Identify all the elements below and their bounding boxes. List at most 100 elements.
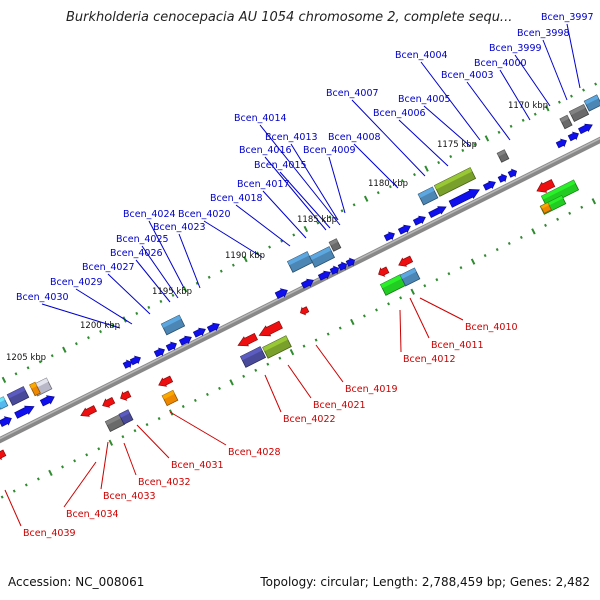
- label-leader-line: [423, 105, 471, 147]
- gene-label: Bcen_4003: [441, 70, 494, 81]
- label-leader-line: [279, 171, 331, 229]
- scale-tick: [219, 269, 223, 273]
- scale-tick: [449, 154, 453, 159]
- gene-label: Bcen_4013: [265, 132, 318, 143]
- scale-tick: [266, 362, 270, 366]
- scale-tick: [533, 112, 537, 116]
- reverse-gene-shape-shine: [240, 346, 263, 361]
- scale-tick: [544, 223, 547, 227]
- reverse-gene-shape: [158, 375, 174, 387]
- gene-label: Bcen_4005: [398, 94, 451, 105]
- scale-tick: [1, 376, 7, 384]
- gene-label: Bcen_4024: [123, 209, 176, 220]
- scale-tick: [195, 281, 199, 285]
- gene-label: Bcen_4023: [153, 222, 206, 233]
- forward-gene-shape-shine: [329, 238, 338, 246]
- label-leader-line: [100, 441, 109, 490]
- gene-label: Bcen_4012: [403, 354, 456, 365]
- gene-label: Bcen_4020: [178, 209, 231, 220]
- scale-tick: [303, 225, 309, 233]
- scale-tick: [256, 251, 259, 255]
- scale-tick: [570, 94, 573, 98]
- gene-label: Bcen_4029: [50, 277, 103, 288]
- label-leader-line: [4, 489, 22, 527]
- reverse-gene-shape: [237, 332, 258, 347]
- forward-gene-shape-body: [178, 335, 192, 346]
- label-leader-line: [419, 297, 464, 321]
- gene-label: Bcen_4021: [313, 400, 366, 411]
- reverse-gene-shape: [239, 346, 267, 368]
- forward-gene-shape: [317, 270, 331, 281]
- topology-text: Topology: circular; Length: 2,788,459 bp…: [260, 575, 590, 589]
- forward-gene-shape-shine: [309, 246, 332, 261]
- forward-gene-shape: [29, 381, 41, 397]
- scale-tick: [470, 258, 476, 265]
- scale-tick: [280, 239, 284, 243]
- reverse-gene-shape-shine: [119, 409, 130, 418]
- forward-gene-shape: [412, 215, 426, 226]
- forward-gene-shape-shine: [29, 382, 37, 389]
- reverse-gene-shape: [300, 306, 310, 316]
- scale-tick: [85, 453, 89, 457]
- scale-tick: [0, 495, 4, 499]
- forward-gene-shape-body: [122, 359, 132, 369]
- scale-tick: [352, 203, 356, 207]
- forward-gene-shape-body: [0, 396, 9, 410]
- label-leader-line: [262, 190, 307, 239]
- scale-label: 1195 kbp: [152, 287, 192, 297]
- scale-tick: [218, 386, 221, 390]
- scale-tick: [38, 360, 42, 364]
- scale-tick: [376, 191, 380, 195]
- reverse-gene-shape-body: [258, 320, 283, 337]
- scale-label: 1190 kbp: [225, 251, 265, 261]
- scale-label: 1205 kbp: [6, 353, 46, 363]
- scale-tick: [231, 263, 235, 267]
- scale-tick: [568, 211, 572, 215]
- forward-gene-shape-body: [329, 265, 339, 275]
- forward-gene-shape: [14, 405, 35, 419]
- map-title: Burkholderia cenocepacia AU 1054 chromos…: [66, 10, 513, 25]
- reverse-gene-shape: [378, 266, 390, 277]
- forward-gene-shape: [286, 251, 314, 273]
- scale-tick: [24, 483, 28, 487]
- forward-gene-shape: [6, 386, 30, 406]
- label-leader-line: [542, 39, 568, 101]
- scale-tick: [362, 314, 366, 318]
- features: [0, 94, 600, 460]
- forward-gene-shape: [178, 335, 192, 346]
- reverse-gene-shape-shine: [162, 390, 175, 400]
- forward-gene-shape-body: [417, 186, 439, 206]
- label-leader-line: [399, 309, 402, 353]
- scale-tick: [314, 338, 318, 342]
- backbone: [0, 136, 600, 444]
- reverse-gene-shape-body: [536, 179, 556, 193]
- reverse-gene-shape: [102, 397, 116, 408]
- scale-tick: [447, 272, 451, 276]
- forward-gene-shape-shine: [569, 104, 586, 116]
- scale-tick: [147, 305, 151, 310]
- reverse-gene-shape-body: [158, 375, 174, 387]
- scale-tick: [316, 221, 320, 225]
- forward-gene-shape-body: [14, 405, 35, 419]
- scale-tick: [205, 392, 209, 396]
- scale-tick: [243, 256, 248, 263]
- scale-tick: [461, 148, 465, 153]
- forward-gene-shape: [0, 416, 12, 427]
- scale-tick: [289, 349, 295, 356]
- scale-tick: [145, 423, 149, 427]
- label-leader-line: [287, 364, 312, 399]
- forward-gene-shape: [160, 314, 186, 336]
- accession-text: Accession: NC_008061: [8, 575, 145, 589]
- reverse-gene-shape: [258, 320, 283, 337]
- forward-gene-shape-shine: [584, 94, 599, 105]
- scale-tick: [437, 160, 441, 165]
- reverse-gene-shape: [379, 274, 407, 296]
- reverse-gene-shape-shine: [541, 180, 576, 200]
- scale-tick: [328, 215, 332, 219]
- forward-gene-shape-body: [448, 189, 480, 208]
- scale-tick: [50, 354, 54, 358]
- scale-tick: [545, 105, 550, 112]
- label-leader-line: [351, 99, 426, 177]
- forward-gene-shape: [129, 355, 141, 366]
- reverse-gene-shape-body: [262, 335, 292, 359]
